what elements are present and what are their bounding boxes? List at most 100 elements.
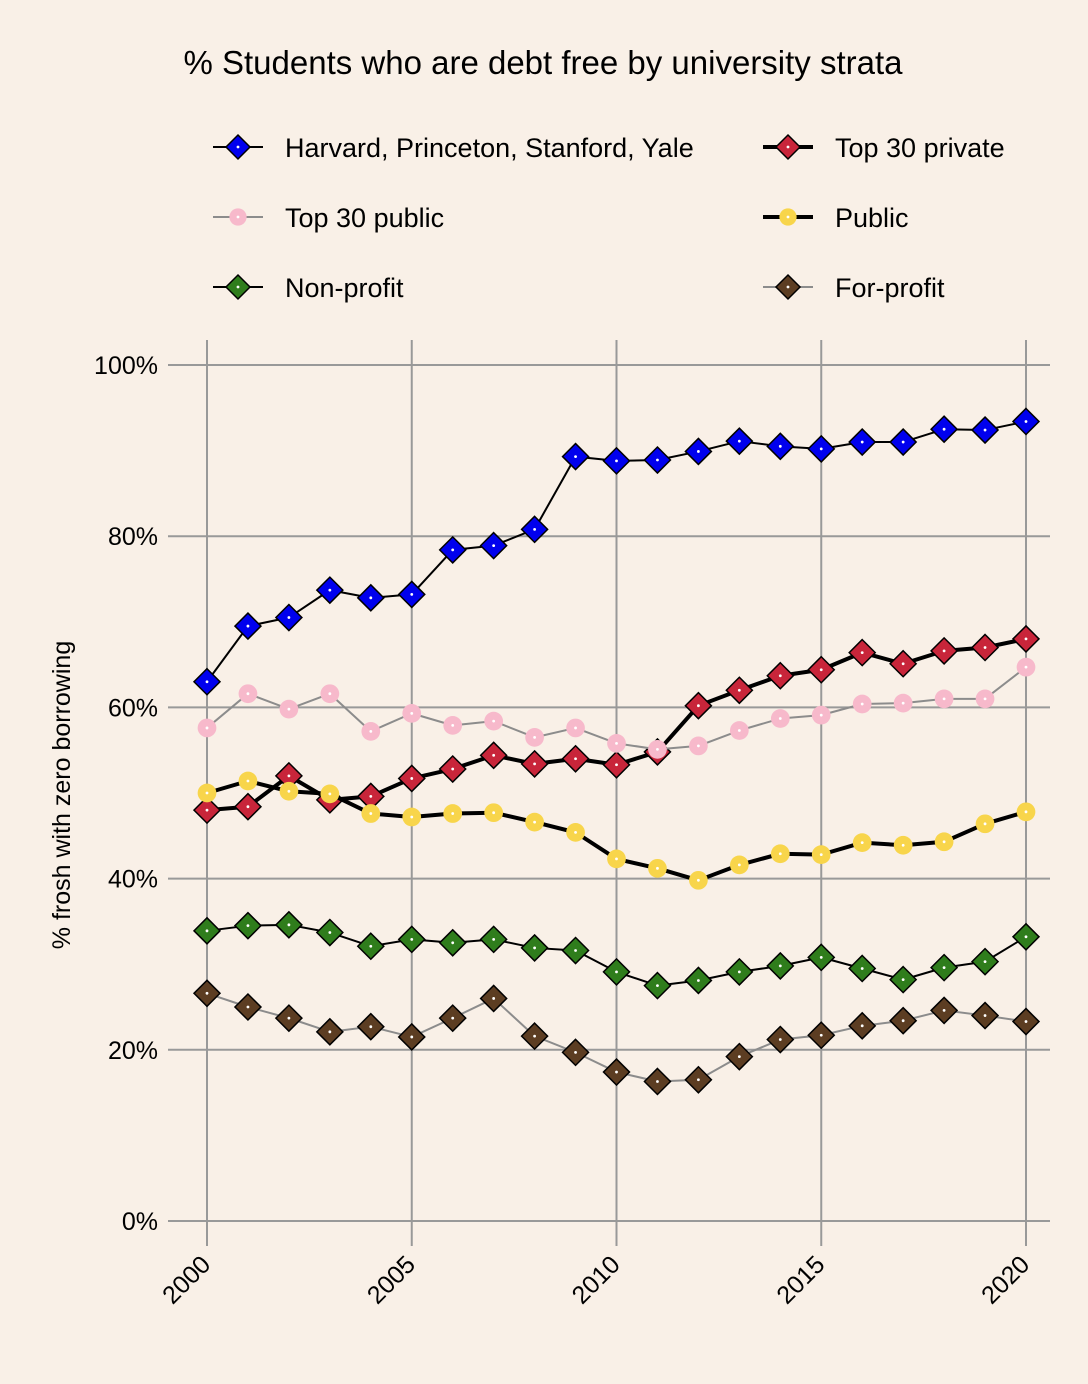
marker-center xyxy=(492,719,496,723)
marker-center xyxy=(533,820,536,824)
marker-center xyxy=(205,726,209,730)
marker-center xyxy=(236,285,240,289)
marker-center xyxy=(246,1005,250,1009)
marker-center xyxy=(778,1038,782,1041)
x-tick-label: 2000 xyxy=(157,1250,216,1309)
marker-center xyxy=(901,662,905,666)
marker-center xyxy=(778,717,782,720)
marker-center xyxy=(697,979,700,982)
marker-center xyxy=(492,544,496,548)
marker-center xyxy=(737,1055,741,1059)
marker-center xyxy=(860,841,864,845)
series-2 xyxy=(197,657,1036,759)
marker-center xyxy=(819,668,823,672)
marker-center xyxy=(778,444,782,448)
marker-center xyxy=(983,646,987,649)
marker-center xyxy=(410,593,414,596)
marker-center xyxy=(1024,665,1028,669)
marker-center xyxy=(983,1014,987,1017)
marker-center xyxy=(983,960,987,964)
marker-center xyxy=(737,688,741,692)
y-tick-label: 20% xyxy=(108,1037,158,1065)
marker-center xyxy=(287,789,291,793)
marker-center xyxy=(369,795,373,798)
marker-center xyxy=(860,651,864,655)
marker-center xyxy=(574,455,577,458)
marker-center xyxy=(492,811,496,815)
marker-center xyxy=(205,929,209,933)
marker-center xyxy=(287,616,291,619)
series-0 xyxy=(192,407,1041,696)
marker-center xyxy=(236,215,240,219)
marker-center xyxy=(615,1070,618,1074)
legend-item: Top 30 public xyxy=(213,203,444,233)
series-5 xyxy=(192,979,1041,1096)
marker-center xyxy=(574,726,577,730)
marker-center xyxy=(697,704,700,708)
x-tick-label: 2010 xyxy=(567,1250,626,1309)
x-axis: 2000 2005 2010 2015 2020 xyxy=(157,1250,1035,1309)
marker-center xyxy=(574,757,577,761)
legend-label: Non-profit xyxy=(285,273,404,303)
marker-center xyxy=(533,762,536,766)
marker-center xyxy=(410,1035,414,1039)
marker-center xyxy=(328,692,332,696)
marker-center xyxy=(246,779,250,783)
marker-center xyxy=(901,1019,905,1023)
marker-center xyxy=(287,923,291,927)
marker-center xyxy=(615,970,618,974)
marker-center xyxy=(778,852,782,856)
marker-center xyxy=(737,729,741,732)
marker-center xyxy=(860,702,864,706)
marker-center xyxy=(328,1030,332,1034)
marker-center xyxy=(246,692,250,696)
marker-center xyxy=(451,941,455,945)
marker-center xyxy=(287,1016,291,1020)
marker-center xyxy=(369,944,373,948)
marker-center xyxy=(533,527,536,531)
marker-center xyxy=(656,747,659,751)
legend-label: Public xyxy=(835,203,909,233)
marker-center xyxy=(574,830,577,834)
marker-center xyxy=(983,822,987,826)
marker-center xyxy=(819,1033,823,1037)
chart-title: % Students who are debt free by universi… xyxy=(183,44,903,81)
marker-center xyxy=(246,924,250,928)
marker-center xyxy=(942,1009,946,1012)
legend: Harvard, Princeton, Stanford, Yale Top 30… xyxy=(213,133,1005,303)
legend-item: Non-profit xyxy=(213,273,404,303)
marker-center xyxy=(205,680,209,684)
marker-center xyxy=(819,853,823,857)
marker-center xyxy=(205,791,209,795)
marker-center xyxy=(246,624,250,628)
y-tick-label: 80% xyxy=(108,523,158,551)
marker-center xyxy=(1024,637,1028,641)
marker-center xyxy=(860,440,864,444)
legend-label: Top 30 public xyxy=(285,203,444,233)
marker-center xyxy=(451,812,455,815)
marker-center xyxy=(492,937,496,941)
marker-center xyxy=(451,723,455,727)
marker-center xyxy=(246,805,250,809)
y-axis-label: % frosh with zero borrowing xyxy=(48,641,76,949)
marker-center xyxy=(328,931,332,934)
marker-center xyxy=(533,1034,536,1038)
marker-center xyxy=(942,427,946,431)
marker-center xyxy=(533,735,536,739)
y-axis: 0% 20% 40% 60% 80% 100% xyxy=(94,352,158,1236)
legend-label: Top 30 private xyxy=(835,133,1005,163)
marker-center xyxy=(901,843,905,847)
marker-center xyxy=(492,997,496,1000)
x-tick-label: 2005 xyxy=(362,1250,421,1309)
marker-center xyxy=(860,1024,864,1028)
marker-center xyxy=(492,753,496,757)
marker-center xyxy=(786,285,790,289)
marker-center xyxy=(697,450,700,453)
marker-center xyxy=(615,459,618,463)
marker-center xyxy=(786,145,790,149)
marker-center xyxy=(656,458,659,462)
marker-center xyxy=(737,863,741,867)
marker-center xyxy=(697,744,700,748)
marker-center xyxy=(656,984,659,987)
marker-center xyxy=(369,729,373,733)
